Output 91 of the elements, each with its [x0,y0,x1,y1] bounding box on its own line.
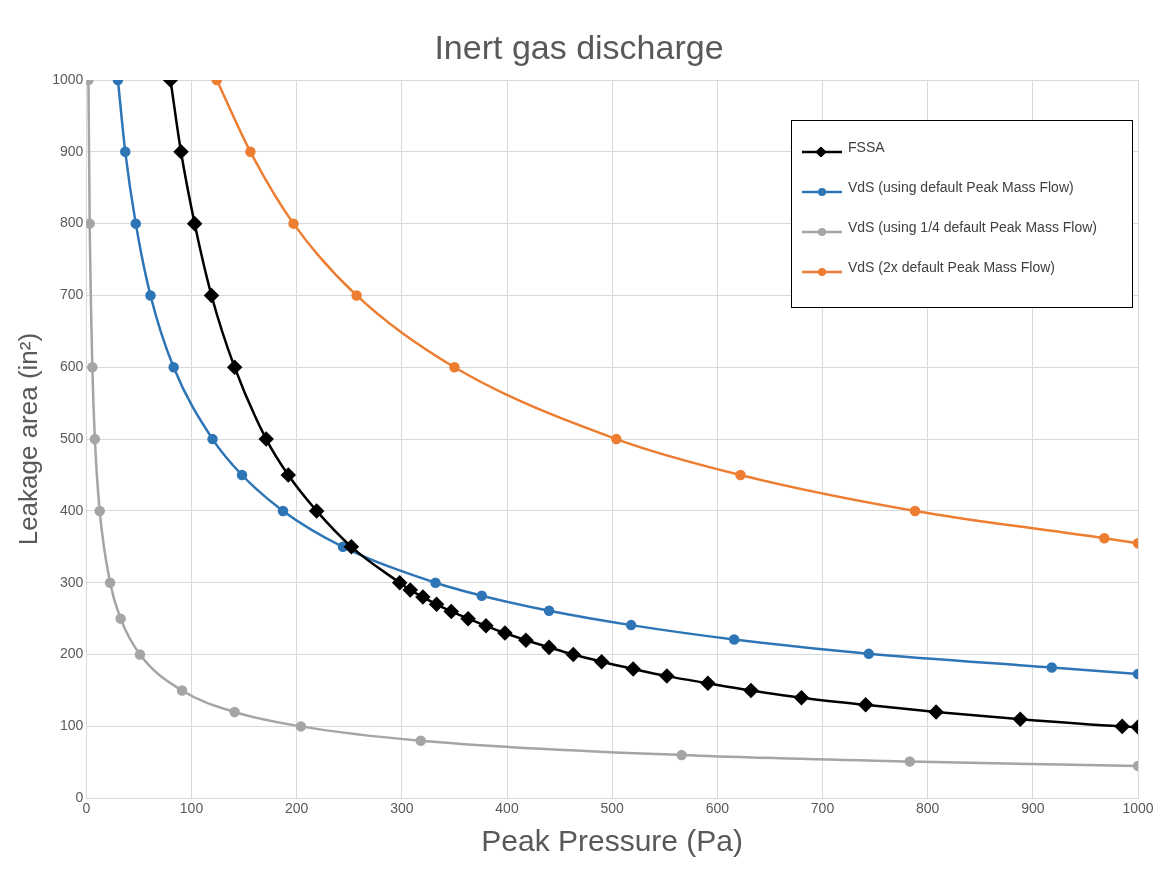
point [863,648,875,660]
point [429,597,444,612]
y-tick-label: 1000 [52,70,84,87]
x-tick-label: 100 [179,800,204,817]
point [130,218,142,229]
point [134,649,146,660]
point [87,362,98,373]
x-tick-label: 300 [390,800,414,817]
point [497,625,513,641]
point [94,505,105,517]
point [351,290,362,301]
point [476,590,488,601]
point [392,575,407,590]
point [794,690,809,705]
x-tick-label: 1000 [1122,800,1154,817]
chart-title: Inert gas discharge [433,28,725,67]
point [309,503,324,519]
point [728,634,740,645]
x-axis-title: Peak Pressure (Pa) [481,824,744,858]
point [444,604,459,619]
point [236,469,248,481]
point [245,146,256,158]
point [909,505,921,517]
x-tick-label: 200 [285,800,309,817]
point [229,706,240,718]
point [625,619,637,631]
y-tick-label: 300 [59,573,84,590]
y-tick-label: 700 [59,286,84,303]
point [1099,532,1110,544]
legend-label: VdS (using 1/4 default Peak Mass Flow) [848,219,1098,235]
point [104,577,116,588]
point [1012,711,1028,727]
y-axis-title: Leakage area (in²) [12,332,43,546]
point [120,146,131,158]
x-tick-label: 400 [495,800,519,817]
point [415,735,427,746]
point [743,683,759,698]
legend-label: VdS (2x default Peak Mass Flow) [848,259,1055,275]
point [659,668,675,684]
point [176,685,188,696]
y-tick-label: 200 [59,645,84,662]
point [403,582,418,598]
point [700,676,716,691]
point [676,749,687,761]
point [1114,719,1130,734]
x-tick-label: 900 [1021,800,1045,817]
point [415,589,431,605]
point [430,577,441,588]
point [187,216,202,231]
point [258,431,274,447]
point [145,290,156,301]
point [735,469,746,481]
point [566,647,581,662]
point [594,654,609,669]
point [204,288,219,303]
point [460,611,476,626]
point [89,433,101,445]
y-tick-label: 900 [59,142,84,159]
x-tick-label: 700 [810,800,835,817]
point [928,704,944,720]
point [1046,662,1058,673]
point [478,618,494,634]
point [858,697,873,713]
point [611,433,622,445]
x-tick-label: 500 [600,800,625,817]
point [277,505,289,517]
point [168,362,179,373]
legend-label: VdS (using default Peak Mass Flow) [848,179,1074,195]
point [173,144,189,160]
y-tick-label: 0 [75,789,84,806]
y-tick-label: 500 [59,429,84,446]
point [625,661,641,677]
legend-label: FSSA [848,139,885,155]
point [227,360,242,375]
point [541,640,557,655]
point [904,756,916,767]
x-tick-label: 600 [705,800,730,817]
point [518,632,534,648]
point [543,605,555,616]
y-tick-label: 400 [59,501,84,518]
x-tick-label: 800 [915,800,940,817]
y-tick-label: 600 [59,358,84,375]
point [207,433,218,445]
point [295,721,307,732]
y-tick-label: 800 [59,214,84,231]
point [344,539,359,555]
y-tick-label: 100 [59,717,84,734]
point [449,362,460,373]
point [281,467,296,483]
point [288,218,299,229]
point [115,613,126,624]
